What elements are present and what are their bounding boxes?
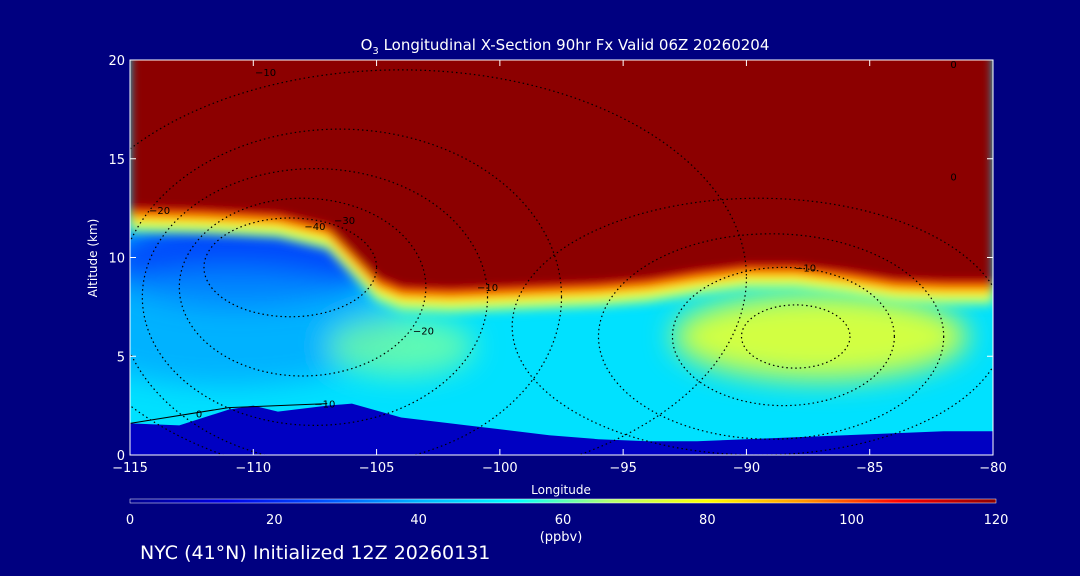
colorbar-ticks: 0 20 40 60 80 100 120 — [126, 513, 1009, 528]
x-axis: −115 −110 −105 −100 −95 −90 −85 −80 — [112, 60, 1007, 476]
x-tick-label: −80 — [979, 461, 1006, 476]
ozone-band-120 — [130, 60, 993, 291]
contour-label: −40 — [304, 222, 325, 233]
x-tick-label: −100 — [482, 461, 518, 476]
x-tick-label: −90 — [733, 461, 760, 476]
colorbar-tick-label: 40 — [410, 513, 427, 528]
x-tick-label: −105 — [359, 461, 395, 476]
contour-west-0 — [203, 217, 378, 318]
x-tick-label: −95 — [609, 461, 636, 476]
contour-label: −20 — [149, 206, 170, 217]
contour-west-2 — [141, 168, 489, 426]
surface-layer-region — [130, 403, 993, 455]
colorbar-tick-label: 100 — [839, 513, 864, 528]
contour-label: −30 — [334, 216, 355, 227]
contour-label: −10 — [795, 263, 816, 274]
contour-label: −20 — [413, 327, 434, 338]
contour-label: −10 — [255, 68, 276, 79]
colorbar-tick-label: 20 — [266, 513, 283, 528]
chart-title: O3 Longitudinal X-Section 90hr Fx Valid … — [361, 36, 770, 57]
contour-label: 0 — [950, 60, 956, 71]
contour-east-0 — [740, 304, 851, 369]
contour-west-1 — [178, 197, 427, 377]
x-tick-label: −85 — [856, 461, 883, 476]
y-tick-label: 15 — [108, 153, 125, 168]
y-tick-label: 0 — [117, 449, 125, 464]
contour-label: 0 — [196, 409, 202, 420]
colorbar-tick-label: 0 — [126, 513, 134, 528]
contour-west-3 — [130, 128, 563, 455]
y-tick-label: 5 — [117, 350, 125, 365]
footer-init-label: NYC (41°N) Initialized 12Z 20260131 — [140, 542, 491, 564]
y-tick-label: 20 — [108, 54, 125, 69]
contour-label: 0 — [950, 172, 956, 183]
contour-east-3 — [511, 197, 993, 455]
contour-west-4 — [130, 69, 747, 455]
x-axis-label: Longitude — [531, 483, 591, 497]
colorbar-tick-label: 80 — [699, 513, 716, 528]
contour-label: −10 — [477, 283, 498, 294]
mid-ozone-plume — [327, 316, 476, 376]
y-tick-label: 10 — [108, 252, 125, 267]
colorbar — [129, 498, 997, 504]
y-axis-label: Altitude (km) — [86, 219, 100, 298]
plot-area: −10 −20 −30 −40 −10 −20 −10 −10 0 0 0 — [130, 60, 993, 455]
high-ozone-pocket — [672, 293, 969, 380]
contour-label: −10 — [314, 400, 335, 411]
colorbar-tick-label: 60 — [555, 513, 572, 528]
contour-east-2 — [597, 233, 945, 440]
contour-zero-line — [130, 403, 328, 424]
y-axis: 0 5 10 15 20 — [108, 54, 993, 464]
x-tick-label: −115 — [112, 461, 148, 476]
colorbar-tick-label: 120 — [984, 513, 1009, 528]
x-tick-label: −110 — [235, 461, 271, 476]
contour-east-1 — [671, 266, 895, 407]
colorbar-unit: (ppbv) — [540, 530, 583, 545]
